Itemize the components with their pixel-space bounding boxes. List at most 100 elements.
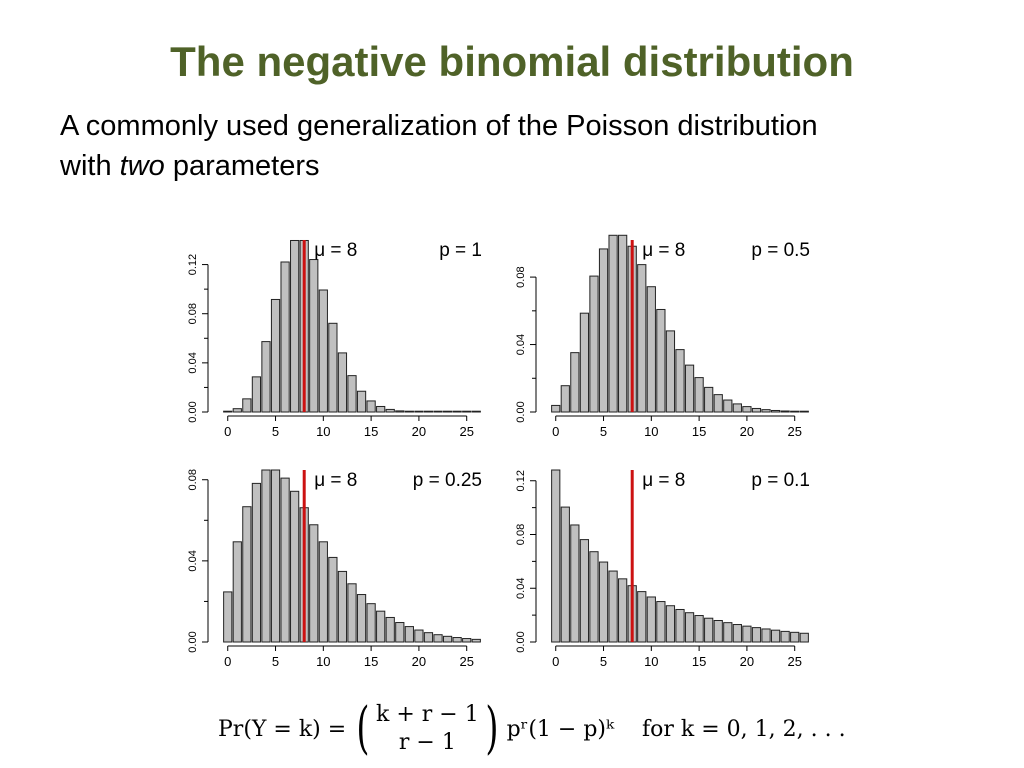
chart-panel-p01: 0.00 0.04 0.08 0.12 0 5 10 15 20 25 μ = 8 p = 0.1 bbox=[515, 469, 810, 668]
x-tick-label: 0 bbox=[224, 654, 231, 668]
histogram-bar bbox=[347, 583, 357, 643]
histogram-bar bbox=[232, 408, 242, 413]
p-label: p = 0.1 bbox=[751, 470, 810, 491]
subtitle-text-a: A commonly used generalization of the Po… bbox=[60, 110, 818, 182]
x-tick-label: 10 bbox=[316, 424, 330, 438]
histogram-bar bbox=[742, 406, 752, 413]
histogram-bar bbox=[242, 506, 252, 643]
histogram-bar bbox=[608, 570, 618, 643]
x-tick-label: 10 bbox=[644, 424, 658, 438]
pmf-formula: Pr(Y = k) = ( k + r − 1 r − 1 ) pʳ(1 − p… bbox=[218, 694, 846, 764]
x-tick-label: 15 bbox=[364, 654, 378, 668]
histogram-bar bbox=[337, 352, 348, 413]
y-tick-label: 0.04 bbox=[187, 352, 199, 373]
histogram-bar bbox=[694, 615, 704, 643]
histogram-bar bbox=[318, 289, 328, 413]
x-tick-label: 20 bbox=[412, 654, 426, 668]
histogram-bar bbox=[637, 591, 647, 643]
chart-panel-p1: 0.00 0.04 0.08 0.12 0 5 10 15 20 25 μ = 8 p = 1 bbox=[187, 239, 482, 438]
y-tick-label: 0.08 bbox=[515, 266, 527, 287]
histogram-bar bbox=[780, 410, 790, 413]
histogram-bar bbox=[570, 352, 580, 413]
histogram-bar bbox=[290, 239, 300, 413]
histogram-bar bbox=[404, 410, 414, 413]
histogram-bar bbox=[356, 390, 367, 413]
histogram-bar bbox=[471, 410, 481, 413]
histogram-bar bbox=[309, 524, 319, 643]
mu-label: μ = 8 bbox=[642, 240, 685, 261]
histogram-bar bbox=[328, 556, 338, 643]
slide-subtitle: A commonly used generalization of the Po… bbox=[60, 106, 820, 186]
histogram-bar bbox=[646, 596, 656, 643]
histogram-bar bbox=[579, 312, 590, 413]
histogram-bar bbox=[251, 482, 262, 643]
histogram-bar bbox=[376, 405, 386, 413]
histogram-bar bbox=[704, 617, 714, 643]
histogram-bar bbox=[414, 629, 424, 643]
x-tick-label: 25 bbox=[459, 424, 473, 438]
x-tick-label: 20 bbox=[740, 654, 754, 668]
histogram-bar bbox=[423, 632, 434, 643]
p-label: p = 0.25 bbox=[413, 470, 482, 491]
x-tick-label: 15 bbox=[364, 424, 378, 438]
histogram-bar bbox=[261, 341, 271, 413]
formula-condition: for k = 0, 1, 2, . . . bbox=[642, 716, 846, 742]
histogram-bar bbox=[598, 561, 609, 643]
histogram-bar bbox=[713, 620, 723, 643]
histogram-bar bbox=[223, 591, 233, 643]
histogram-bar bbox=[713, 394, 723, 413]
histogram-bar bbox=[433, 410, 443, 413]
histogram-bar bbox=[742, 625, 752, 643]
histogram-bar bbox=[637, 264, 647, 413]
histogram-bar bbox=[684, 364, 695, 413]
mu-label: μ = 8 bbox=[642, 470, 685, 491]
histogram-bar bbox=[462, 638, 472, 643]
x-tick-label: 5 bbox=[272, 654, 279, 668]
histogram-bar bbox=[579, 539, 590, 643]
mu-label: μ = 8 bbox=[314, 470, 357, 491]
p-label: p = 0.5 bbox=[751, 240, 810, 261]
histogram-bar bbox=[462, 410, 472, 413]
mu-label: μ = 8 bbox=[314, 240, 357, 261]
x-tick-label: 5 bbox=[600, 424, 607, 438]
histogram-bar bbox=[570, 524, 580, 643]
x-tick-label: 25 bbox=[787, 424, 801, 438]
histogram-bar bbox=[270, 469, 281, 643]
histogram-bar bbox=[232, 541, 242, 643]
histogram-bar bbox=[589, 551, 599, 643]
histogram-bar bbox=[280, 261, 290, 413]
histogram-bar bbox=[328, 322, 338, 413]
x-tick-label: 25 bbox=[459, 654, 473, 668]
y-tick-label: 0.04 bbox=[187, 550, 199, 571]
x-tick-label: 10 bbox=[644, 654, 658, 668]
histogram-bar bbox=[560, 385, 570, 413]
histogram-bar bbox=[433, 634, 443, 643]
histogram-bar bbox=[732, 624, 742, 643]
histogram-bar bbox=[423, 410, 434, 413]
histogram-bar bbox=[684, 612, 695, 643]
histogram-bar bbox=[290, 490, 300, 643]
histogram-bar bbox=[675, 608, 685, 643]
histogram-bar bbox=[665, 330, 676, 413]
histogram-bar bbox=[770, 629, 781, 643]
histogram-bar bbox=[385, 408, 395, 413]
histogram-bar bbox=[780, 630, 790, 643]
histogram-bar bbox=[366, 400, 376, 413]
histogram-bar bbox=[318, 541, 328, 643]
histogram-bar bbox=[471, 638, 481, 643]
histogram-bar bbox=[589, 275, 599, 413]
formula-rhs: pʳ(1 − p)ᵏ bbox=[506, 716, 615, 742]
x-tick-label: 20 bbox=[412, 424, 426, 438]
histogram-bar bbox=[223, 410, 233, 413]
histogram-bar bbox=[790, 631, 800, 643]
y-tick-label: 0.04 bbox=[515, 578, 527, 599]
histogram-bar bbox=[770, 409, 781, 413]
histogram-bar bbox=[675, 349, 685, 413]
histogram-bar bbox=[251, 376, 262, 413]
subtitle-emphasis: two bbox=[119, 150, 165, 182]
y-tick-label: 0.00 bbox=[515, 401, 527, 422]
histogram-bar bbox=[732, 403, 742, 413]
y-tick-label: 0.04 bbox=[515, 334, 527, 355]
histogram-bar bbox=[751, 627, 762, 643]
subtitle-text-b: parameters bbox=[164, 150, 320, 182]
